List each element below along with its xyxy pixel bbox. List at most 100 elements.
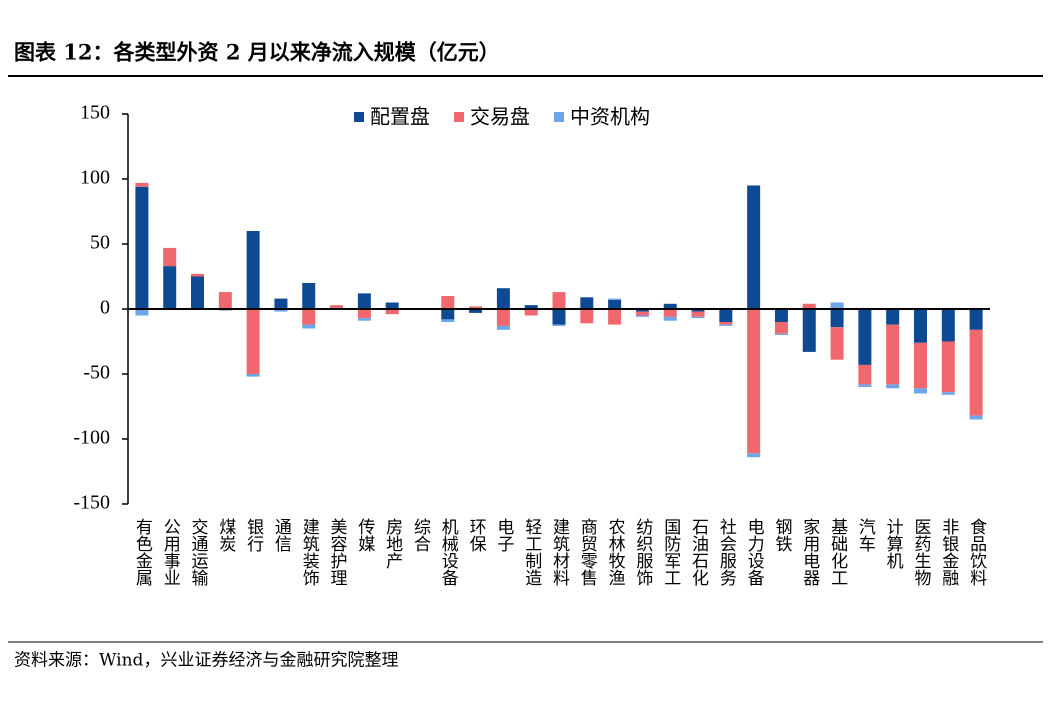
x-tick-label: 交通运输 <box>188 518 209 587</box>
bar-segment <box>830 309 844 328</box>
x-tick-label: 基础化工 <box>827 518 848 586</box>
y-tick-label: 0 <box>100 297 110 319</box>
bar-segment <box>941 341 955 393</box>
bar-segment <box>274 309 288 312</box>
bar-segment <box>941 309 955 342</box>
bar-segment <box>663 316 677 321</box>
x-tick-label: 有色金属 <box>132 518 153 586</box>
x-tick-label: 银行 <box>243 518 264 553</box>
x-tick-label: 建筑材料 <box>549 518 570 586</box>
bar-segment <box>385 302 399 309</box>
x-tick-label: 计算机 <box>883 518 904 569</box>
source-note: 资料来源：Wind，兴业证券经济与金融研究院整理 <box>14 651 398 671</box>
bar-segment <box>274 298 288 309</box>
bar-segment <box>719 309 733 322</box>
bar-segment <box>218 292 232 309</box>
y-tick-label: -150 <box>73 492 110 514</box>
bar-segment <box>469 306 483 309</box>
bar-segment <box>774 322 788 334</box>
y-tick-label: -100 <box>73 427 110 449</box>
bar-segment <box>719 324 733 326</box>
bar-segment <box>163 247 177 267</box>
x-tick-label: 石油石化 <box>688 518 709 586</box>
bar-segment <box>941 392 955 395</box>
bar-segment <box>774 309 788 322</box>
bar-segment <box>802 303 816 309</box>
bar-segment <box>441 309 455 320</box>
x-tick-label: 家用电器 <box>799 518 820 586</box>
x-tick-label: 环保 <box>466 518 487 552</box>
bar-segment <box>802 309 816 352</box>
bar-segment <box>135 309 149 316</box>
x-tick-label: 综合 <box>410 518 431 552</box>
bar-segment <box>886 384 900 389</box>
bar-segment <box>691 309 705 312</box>
y-tick-label: 50 <box>90 232 110 254</box>
bar-segment <box>552 324 566 326</box>
y-tick-label: 150 <box>80 102 110 124</box>
bar-segment <box>608 298 622 300</box>
bar-segment <box>747 453 761 458</box>
x-tick-label: 公用事业 <box>160 518 181 586</box>
bar-segment <box>691 311 705 317</box>
bar-segment <box>302 283 316 309</box>
legend-swatch <box>554 112 564 122</box>
x-tick-label: 农林牧渔 <box>605 518 626 586</box>
bar-segment <box>913 309 927 343</box>
bar-segment <box>496 288 510 309</box>
x-tick-label: 电力设备 <box>744 518 765 586</box>
x-tick-label: 国防军工 <box>660 518 681 586</box>
bar-segment <box>524 305 538 309</box>
bar-segment <box>858 384 872 387</box>
bar-segment <box>830 302 844 309</box>
bar-segment <box>913 342 927 389</box>
x-tick-label: 建筑装饰 <box>299 518 320 586</box>
bar-segment <box>496 309 510 326</box>
x-tick-label: 机械设备 <box>438 518 459 586</box>
bar-segment <box>246 231 260 309</box>
bar-segment <box>441 296 455 309</box>
x-tick-label: 非银金融 <box>938 518 959 587</box>
legend-swatch <box>454 112 464 122</box>
bar-segment <box>191 276 205 309</box>
bar-segment <box>580 309 594 324</box>
bar-segment <box>441 319 455 322</box>
bar-segment <box>163 266 177 309</box>
legend-label: 配置盘 <box>370 105 430 129</box>
x-tick-label: 轻工制造 <box>521 518 542 586</box>
legend-label: 中资机构 <box>570 105 650 129</box>
x-tick-label: 电子 <box>493 518 514 552</box>
bar-segment <box>635 315 649 317</box>
bar-segment <box>858 364 872 385</box>
bar-segment <box>496 325 510 330</box>
bar-segment <box>135 182 149 187</box>
bar-segment <box>747 309 761 454</box>
bar-segment <box>580 297 594 309</box>
bar-segment <box>608 299 622 309</box>
bar-segment <box>246 374 260 377</box>
bar-segment <box>886 324 900 385</box>
bar-segment <box>663 309 677 317</box>
bar-segment <box>191 273 205 277</box>
bar-segment <box>357 309 371 319</box>
x-tick-label: 传媒 <box>354 518 375 552</box>
bar-segment <box>302 309 316 325</box>
bar-segment <box>302 324 316 329</box>
x-tick-label: 美容护理 <box>327 518 348 586</box>
bar-segment <box>663 303 677 309</box>
y-tick-label: -50 <box>83 362 110 384</box>
x-tick-label: 通信 <box>271 518 292 552</box>
chart-title: 图表 12：各类型外资 2 月以来净流入规模（亿元） <box>14 40 500 65</box>
bar-segment <box>357 293 371 309</box>
x-tick-label: 医药生物 <box>910 518 931 586</box>
bar-segment <box>858 309 872 365</box>
legend-swatch <box>354 112 364 122</box>
bar-segment <box>552 309 566 325</box>
bar-segment <box>635 311 649 316</box>
bar-segment <box>246 309 260 374</box>
bar-segment <box>135 186 149 309</box>
bar-segment <box>385 309 399 315</box>
legend-label: 交易盘 <box>470 105 530 129</box>
bar-segment <box>691 316 705 319</box>
